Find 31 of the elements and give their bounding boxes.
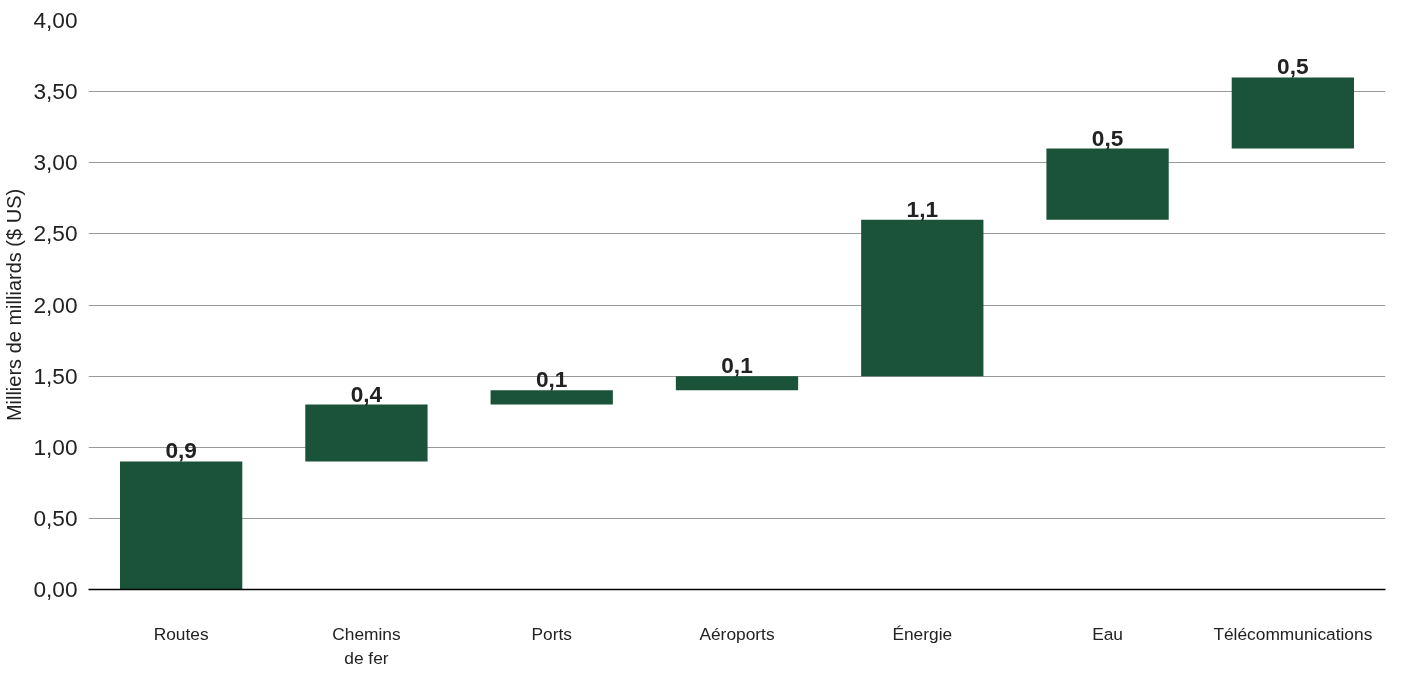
x-tick-label: Eau <box>1092 623 1123 644</box>
bar <box>1046 148 1169 220</box>
x-tick-label: Routes <box>153 623 209 644</box>
y-tick-label: 2,50 <box>33 220 78 247</box>
bar <box>490 390 613 405</box>
y-tick-label: 0,00 <box>33 576 78 602</box>
x-tick-label: Chemins de fer <box>332 623 401 668</box>
y-tick-label: 0,50 <box>33 504 78 531</box>
bar <box>861 219 984 377</box>
y-tick-label: 3,00 <box>33 149 78 176</box>
bar <box>1231 77 1354 149</box>
bar <box>675 376 799 391</box>
y-tick-label: 1,50 <box>33 362 78 389</box>
y-tick-label: 4,00 <box>33 7 78 33</box>
data-label: 0,1 <box>721 352 753 379</box>
bar <box>120 461 243 590</box>
x-tick-label: Énergie <box>892 623 953 644</box>
data-label: 0,4 <box>350 380 383 407</box>
x-tick-label: Ports <box>531 623 573 644</box>
y-tick-label: 2,00 <box>33 291 78 318</box>
y-tick-label: 3,50 <box>33 78 78 105</box>
data-label: 0,9 <box>165 437 197 464</box>
data-label: 0,5 <box>1091 124 1124 151</box>
data-label: 0,1 <box>535 366 568 393</box>
data-label: 1,1 <box>906 195 939 222</box>
y-axis-title: Milliers de milliards ($ US) <box>3 188 26 422</box>
data-label: 0,5 <box>1277 53 1309 80</box>
x-tick-label: Télécommunications <box>1213 623 1373 644</box>
x-tick-label: Aéroports <box>699 623 775 644</box>
bar <box>305 404 428 462</box>
y-tick-label: 1,00 <box>33 433 78 460</box>
